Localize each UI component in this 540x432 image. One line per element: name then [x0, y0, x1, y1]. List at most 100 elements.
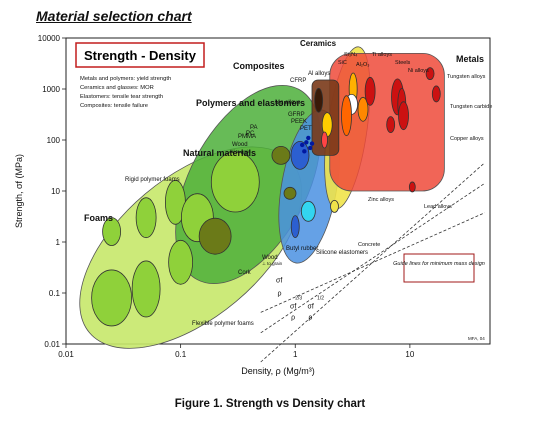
label-sic: SiC: [338, 60, 347, 66]
polymer-dot-1: [300, 142, 305, 148]
y-tick-label-0: 0.01: [44, 340, 60, 349]
ellipse-tungsten: [431, 85, 441, 103]
label-lead-alloys: Lead alloys: [424, 204, 452, 210]
legend-notes: Metals and polymers: yield strength Ceram…: [80, 76, 171, 109]
y-tick-label-5: 1000: [42, 85, 60, 94]
label-rigid-polymer-foams: Rigid polymer foams: [125, 177, 180, 183]
label-al2o3: Al₂O₃: [356, 62, 370, 68]
label-ceramics: Ceramics: [300, 39, 337, 48]
guide-label-2-exp: 2/3: [295, 295, 302, 301]
label-natural-materials: Natural materials: [183, 148, 256, 158]
ellipse-foam-1: [102, 217, 122, 246]
strength-density-chart: 0.01 0.1 1 10 0.01 0.1 1 10 100 1000 10000 Density,…: [14, 34, 492, 376]
polymer-dot-2: [302, 149, 307, 154]
guide-label-2: σf: [290, 303, 296, 310]
ellipse-mg-alloys: [321, 131, 328, 149]
label-ti-alloys: Ti alloys: [372, 52, 392, 58]
ellipse-wood-parallel: [271, 145, 291, 165]
label-wood-parallel: Wood: [232, 142, 248, 148]
chart-title: Strength - Density: [84, 48, 197, 63]
label-silicone: Silicone elastomers: [316, 250, 368, 256]
ellipse-foam-5: [210, 151, 260, 213]
label-tungsten-carbide: Tungsten carbide: [450, 104, 492, 110]
label-mg-alloys: Mg alloys: [275, 100, 300, 106]
guide-label-2-den: ρ: [291, 315, 295, 322]
y-tick-label-4: 100: [47, 136, 61, 145]
x-tick-label-2: 1: [293, 350, 298, 359]
label-wood-parallel-sub: // to grain: [232, 149, 251, 154]
label-ni-alloys: Ni alloys: [408, 68, 429, 74]
ellipse-cork: [198, 217, 232, 255]
label-zinc-alloys: Zinc alloys: [368, 197, 394, 203]
ellipse-al-alloys: [341, 95, 352, 137]
label-tungsten-alloys: Tungsten alloys: [447, 74, 486, 80]
x-tick-label-3: 10: [405, 350, 414, 359]
label-peek: PEEK: [291, 119, 307, 125]
label-composites: Composites: [233, 61, 285, 71]
label-pc: PC: [246, 131, 255, 137]
label-cfrp: CFRP: [290, 78, 306, 84]
ellipse-tungsten-carbide: [425, 67, 435, 81]
label-al-alloys: Al alloys: [308, 71, 330, 77]
label-metals: Metals: [456, 54, 484, 64]
label-wood-perp: Wood: [262, 255, 278, 261]
y-tick-label-1: 0.1: [49, 289, 61, 298]
label-butyl-rubber: Butyl rubber: [286, 246, 318, 252]
axes: 0.01 0.1 1 10 0.01 0.1 1 10 100 1000 10000 Density,…: [14, 34, 415, 376]
ellipse-silicone: [300, 200, 316, 222]
guide-label-1-den: ρ: [277, 290, 281, 297]
page-heading: Material selection chart: [36, 8, 192, 24]
guide-label-3-den: ρ: [308, 315, 312, 322]
ellipse-lead: [408, 181, 416, 193]
label-copper-alloys: Copper alloys: [450, 136, 484, 142]
y-tick-label-2: 1: [56, 238, 61, 247]
guide-lines-callout-box: [403, 253, 475, 283]
ellipse-flex-foam-2: [131, 260, 161, 318]
label-wood-perp-sub: ⊥ to grain: [262, 261, 283, 266]
label-foams: Foams: [84, 213, 113, 223]
ellipse-butyl: [290, 215, 300, 239]
polymer-dot-5: [304, 140, 309, 145]
label-steels: Steels: [395, 60, 411, 66]
chart-title-box: Strength - Density: [75, 42, 205, 68]
x-tick-label-1: 0.1: [175, 350, 187, 359]
ellipse-foam-2: [135, 197, 157, 239]
label-pmma: PMMA: [238, 134, 256, 140]
guide-line-1: [260, 212, 485, 313]
ellipse-al2o3: [357, 96, 369, 122]
legend-note-1: Metals and polymers: yield strength: [80, 76, 171, 82]
polymer-dot-4: [307, 145, 313, 151]
y-tick-label-6: 10000: [38, 34, 61, 43]
legend-note-4: Composites: tensile failure: [80, 103, 148, 109]
label-concrete: Concrete: [358, 242, 380, 248]
x-tick-label-0: 0.01: [58, 350, 74, 359]
label-pet: PET: [300, 126, 312, 132]
label-si3n4: Si₃N₄: [344, 52, 358, 58]
legend-note-3: Elastomers: tensile tear strength: [80, 94, 163, 100]
ellipse-ti-alloys: [364, 76, 376, 106]
guide-label-3: σf: [308, 303, 314, 310]
polymer-dot-3: [306, 135, 311, 141]
ellipse-wood-perp: [283, 186, 297, 200]
label-flexible-polymer-foams: Flexible polymer foams: [192, 321, 254, 327]
ellipse-copper: [398, 101, 409, 131]
y-axis-label: Strength, σf (MPa): [14, 154, 24, 228]
polymer-dot-6: [309, 141, 315, 146]
label-mfa: MFA, 04: [468, 336, 485, 341]
guide-label-1: σf: [276, 278, 282, 285]
ellipse-flex-foam-1: [91, 269, 133, 327]
material-ellipses: [91, 67, 441, 327]
guide-label-3-exp: 1/2: [317, 295, 324, 301]
legend-note-2: Ceramics and glasses: MOR: [80, 85, 154, 91]
label-gfrp: GFRP: [288, 112, 305, 118]
label-cork: Cork: [238, 270, 252, 276]
ellipse-cfrp: [314, 87, 324, 113]
ellipse-concrete: [330, 199, 339, 213]
label-polymers: Polymers and elastomers: [196, 98, 305, 108]
ellipse-polymers: [290, 140, 310, 170]
x-axis-label: Density, ρ (Mg/m³): [241, 366, 314, 376]
label-pa: PA: [250, 125, 258, 131]
figure-caption: Figure 1. Strength vs Density chart: [174, 398, 366, 410]
guide-lines: [260, 162, 486, 363]
